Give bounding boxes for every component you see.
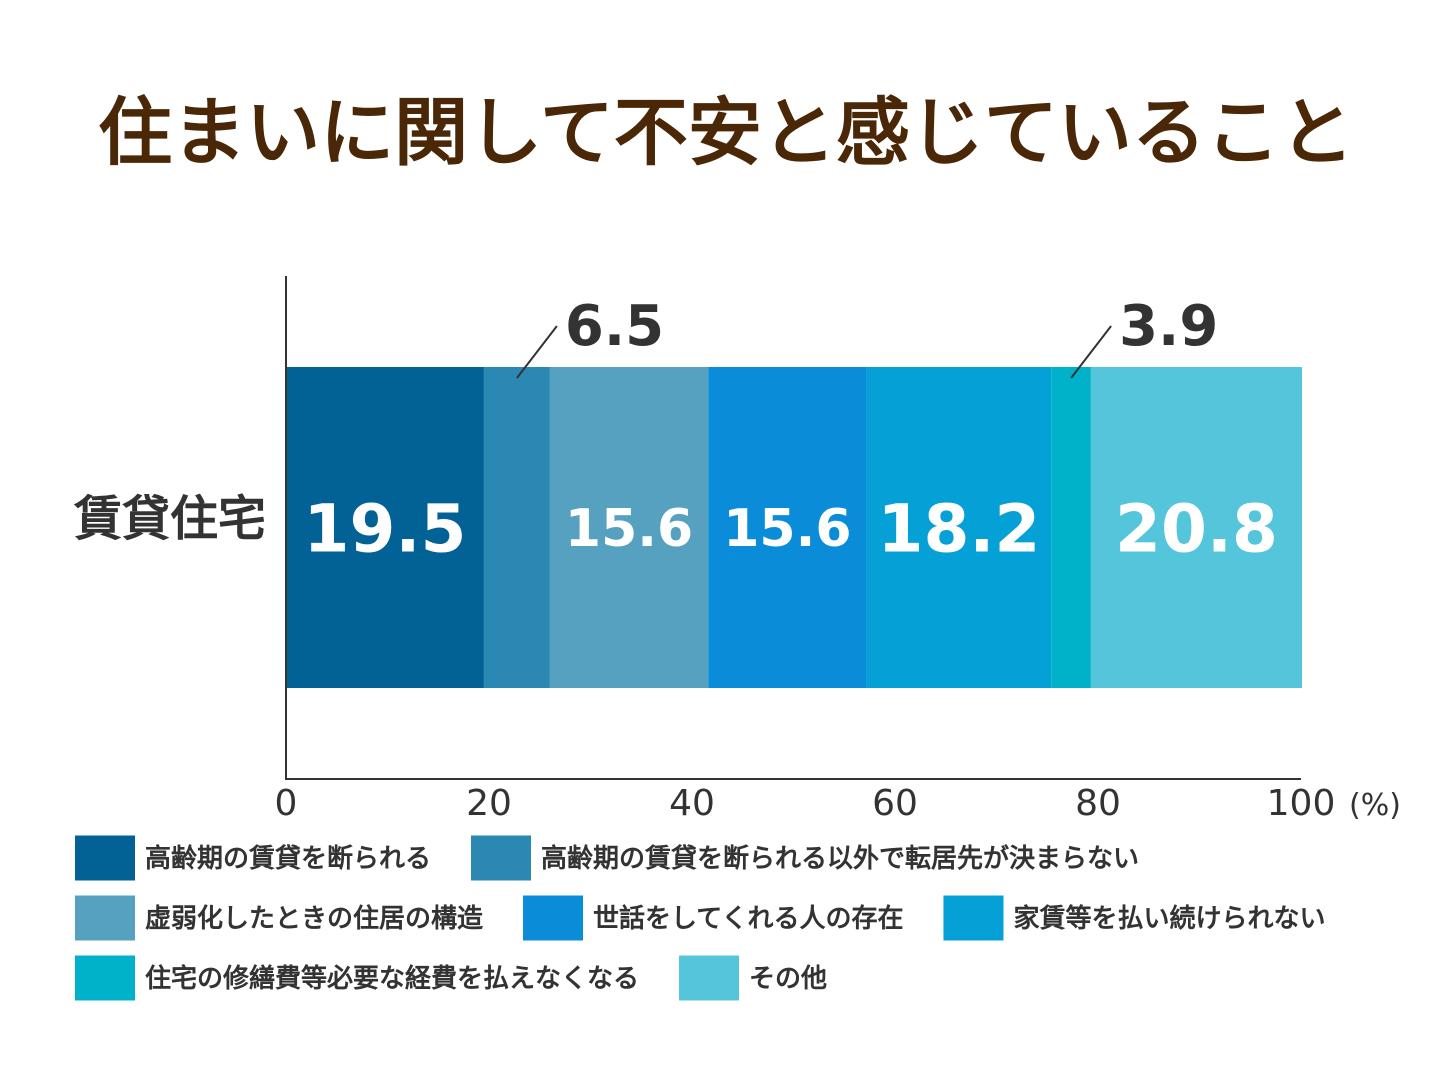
x-tick-group: 0 20 40 60 80 100 [275,783,1336,824]
legend-label-2: 高齢期の賃貸を断られる以外で転居先が決まらない [541,843,1139,874]
legend-label-5: 家賃等を払い続けられない [1013,903,1325,934]
x-tick-label-0: 0 [275,783,298,824]
bar-group [286,367,1303,688]
data-label-6: 3.9 [1119,294,1218,359]
data-label-4: 15.6 [723,499,851,559]
axis-unit-label: (%) [1349,788,1401,823]
legend-swatch-1 [75,835,135,881]
data-label-7: 20.8 [1115,490,1278,567]
legend-swatch-5 [943,895,1004,941]
x-tick-label-60: 60 [872,783,918,824]
legend-label-3: 虚弱化したときの住居の構造 [145,903,483,934]
bar-segment-6 [1051,367,1091,688]
bar-segment-1 [286,367,484,688]
legend-swatch-4 [523,895,584,941]
x-tick-label-20: 20 [466,783,512,824]
legend: 高齢期の賃貸を断られる 高齢期の賃貸を断られる以外で転居先が決まらない虚弱化したと… [75,835,1325,1001]
data-label-1: 19.5 [304,490,467,567]
leader-line-2 [516,325,558,379]
legend-swatch-7 [679,955,740,1001]
bar-segment-7 [1090,367,1303,688]
data-label-2: 6.5 [565,294,664,359]
legend-swatch-3 [75,895,135,941]
data-label-group: 19.5 6.5 15.6 15.6 18.2 3.9 20.8 [304,294,1278,567]
bar-segment-3 [549,367,709,688]
legend-label-7: その他 [749,964,827,994]
chart-title: 住まいに関して不安と感じていること [98,90,1354,176]
x-tick-label-80: 80 [1075,783,1121,824]
legend-label-4: 世話をしてくれる人の存在 [593,903,903,934]
leader-line-6 [1070,325,1112,379]
bar-segment-5 [866,367,1052,688]
legend-swatch-6 [75,955,135,1001]
data-label-5: 18.2 [878,490,1041,567]
x-tick-label-40: 40 [669,783,715,824]
x-tick-label-100: 100 [1267,783,1336,824]
data-label-3: 15.6 [565,499,693,559]
bar-segment-4 [708,367,867,688]
legend-label-6: 住宅の修繕費等必要な経費を払えなくなる [145,963,639,994]
legend-label-1: 高齢期の賃貸を断られる [145,843,431,874]
category-label: 賃貸住宅 [73,491,266,547]
bar-segment-2 [483,367,550,688]
legend-swatch-2 [471,835,532,881]
